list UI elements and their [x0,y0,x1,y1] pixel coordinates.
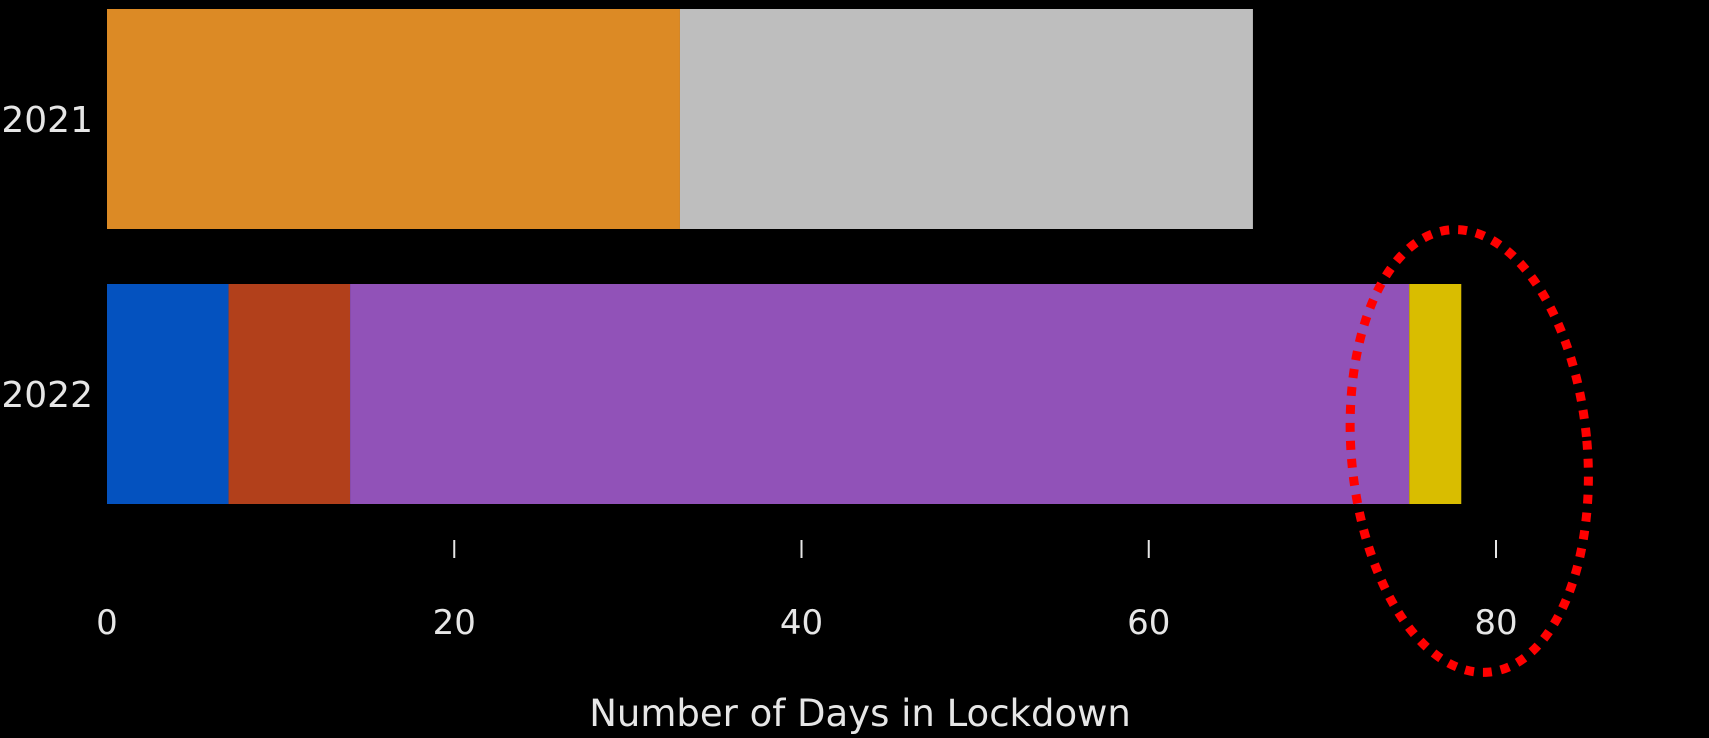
bar-segment-2022-4 [1409,284,1462,504]
bar-segment-2022-2 [228,284,351,504]
annotation-ellipse-1 [1345,225,1593,677]
bar-segment-2021-1 [107,9,680,229]
x-tick-label-20: 20 [433,603,476,643]
x-tick-label-40: 40 [780,603,823,643]
category-labels-layer: 2021 2022 [1,100,93,416]
bars-layer [107,9,1462,504]
bar-segment-2021-2 [679,9,1253,229]
bar-segment-2022-1 [107,284,229,504]
x-tick-label-60: 60 [1127,603,1170,643]
annotations-layer [1345,225,1593,677]
x-tick-label-0: 0 [96,603,118,643]
x-tick-label-80: 80 [1474,603,1517,643]
x-axis-title: Number of Days in Lockdown [589,692,1131,735]
bar-segment-2022-3 [350,284,1410,504]
category-label-2021: 2021 [1,100,93,141]
x-ticks-layer: 0 20 40 60 80 [96,540,1518,643]
category-label-2022: 2022 [1,375,93,416]
